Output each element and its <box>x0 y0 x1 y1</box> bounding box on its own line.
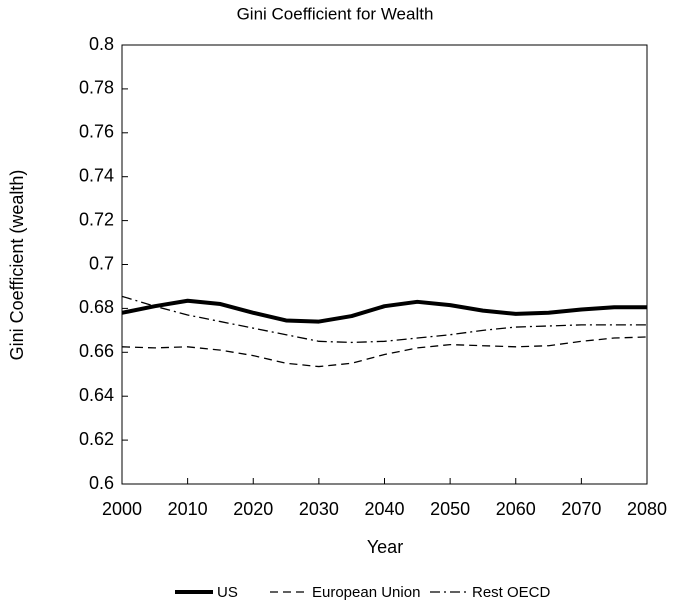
y-tick-label: 0.62 <box>79 429 114 449</box>
x-tick-label: 2060 <box>496 499 536 519</box>
y-tick-label: 0.76 <box>79 122 114 142</box>
y-tick-label: 0.66 <box>79 341 114 361</box>
y-tick-label: 0.6 <box>89 473 114 493</box>
plot-frame <box>121 44 648 485</box>
y-tick-label: 0.72 <box>79 209 114 229</box>
x-axis-label: Year <box>367 537 403 557</box>
x-tick-label: 2070 <box>561 499 601 519</box>
series-line <box>121 336 648 368</box>
y-axis-label: Gini Coefficient (wealth) <box>7 170 27 361</box>
y-tick-label: 0.74 <box>79 165 114 185</box>
series-line <box>121 298 647 324</box>
y-tick-label: 0.78 <box>79 78 114 98</box>
legend-label: US <box>217 584 238 601</box>
x-tick-label: 2020 <box>233 499 273 519</box>
y-tick-label: 0.8 <box>89 34 114 54</box>
x-tick-label: 2040 <box>364 499 404 519</box>
series-line <box>121 295 647 344</box>
y-tick-label: 0.68 <box>79 297 114 317</box>
y-tick-label: 0.64 <box>79 385 114 405</box>
x-tick-label: 2080 <box>627 499 667 519</box>
x-tick-label: 2030 <box>299 499 339 519</box>
x-tick-label: 2000 <box>102 499 142 519</box>
legend-label: Rest OECD <box>472 584 551 601</box>
x-tick-label: 2010 <box>168 499 208 519</box>
x-tick-label: 2050 <box>430 499 470 519</box>
chart-title: Gini Coefficient for Wealth <box>237 4 434 23</box>
legend-label: European Union <box>312 584 420 601</box>
y-tick-label: 0.7 <box>89 253 114 273</box>
